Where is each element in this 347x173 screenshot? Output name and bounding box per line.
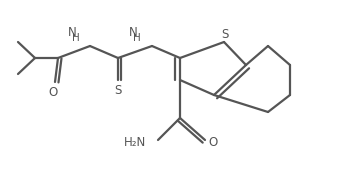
Text: N: N (68, 25, 76, 39)
Text: O: O (48, 85, 58, 98)
Text: O: O (209, 135, 218, 148)
Text: S: S (221, 28, 229, 40)
Text: N: N (129, 25, 137, 39)
Text: S: S (114, 84, 122, 97)
Text: H₂N: H₂N (124, 135, 146, 148)
Text: H: H (72, 33, 80, 43)
Text: H: H (133, 33, 141, 43)
